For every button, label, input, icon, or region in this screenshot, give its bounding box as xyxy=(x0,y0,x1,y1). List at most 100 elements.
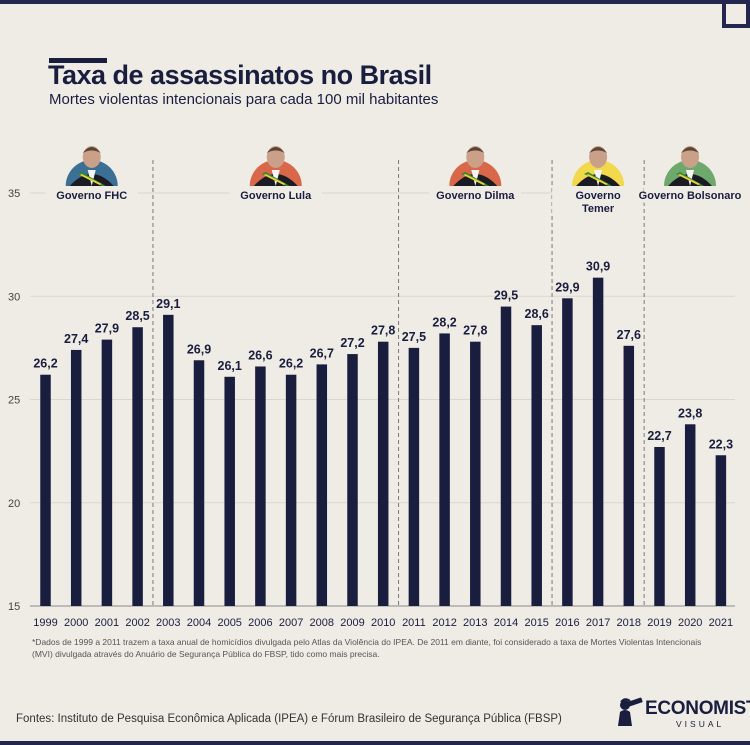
y-tick-label: 20 xyxy=(8,498,20,510)
x-tick-label: 2013 xyxy=(463,617,487,629)
x-tick-label: 2016 xyxy=(555,617,579,629)
portrait-bolsonaro-icon xyxy=(664,146,717,186)
bar-2001 xyxy=(101,339,113,606)
x-tick-label: 2001 xyxy=(95,617,119,629)
y-tick-label: 15 xyxy=(8,601,20,613)
x-tick-label: 2014 xyxy=(494,617,518,629)
bottom-border xyxy=(0,741,750,745)
x-tick-label: 2015 xyxy=(524,617,548,629)
value-label: 27,5 xyxy=(402,330,426,344)
x-tick-label: 2008 xyxy=(310,617,334,629)
portrait-lula-icon xyxy=(249,146,302,186)
value-label: 28,2 xyxy=(432,315,456,329)
portrait-dilma-icon xyxy=(449,146,502,186)
bar-2018 xyxy=(623,345,635,606)
bar-2014 xyxy=(500,306,512,606)
bar-chart: Governo FHC Governo Lula Governo Dilma Gove… xyxy=(8,146,742,629)
portrait-face xyxy=(82,146,101,168)
bar-2007 xyxy=(285,374,297,606)
y-tick-label: 35 xyxy=(8,188,20,200)
portrait-sash-stripe xyxy=(586,174,609,185)
bar-2000 xyxy=(70,349,82,606)
government-label-bg xyxy=(429,187,522,203)
bar-2019 xyxy=(654,446,665,606)
value-label: 27,6 xyxy=(617,328,641,342)
portrait-hair xyxy=(466,147,485,153)
x-tick-label: 2004 xyxy=(187,617,211,629)
portrait-figure xyxy=(65,146,118,186)
value-label: 26,2 xyxy=(33,357,57,371)
bar-2004 xyxy=(193,360,205,606)
value-label: 26,6 xyxy=(248,348,272,362)
x-tick-label: 2010 xyxy=(371,617,395,629)
bar-2002 xyxy=(132,327,143,606)
portrait-hair xyxy=(681,147,700,153)
government-label: Governo Lula xyxy=(240,190,312,202)
footnote: *Dados de 1999 a 2011 trazem a taxa anua… xyxy=(32,637,702,659)
x-tick-label: 1999 xyxy=(33,617,57,629)
government-label: Temer xyxy=(582,203,615,215)
value-label: 29,9 xyxy=(555,280,579,294)
value-label: 27,2 xyxy=(340,336,364,350)
portrait-sash-stripe xyxy=(463,174,486,185)
portrait-face xyxy=(266,146,285,168)
bar-2016 xyxy=(562,298,573,606)
portrait-hair xyxy=(266,147,285,153)
x-tick-label: 2002 xyxy=(125,617,149,629)
government-label: Governo Bolsonaro xyxy=(639,190,742,202)
y-tick-label: 30 xyxy=(8,291,20,303)
government-label-bg xyxy=(45,187,138,203)
government-sections: Governo FHC Governo Lula Governo Dilma Gove… xyxy=(45,146,742,606)
value-label: 29,5 xyxy=(494,289,518,303)
portrait-face xyxy=(466,146,485,168)
bar-2006 xyxy=(255,366,266,606)
top-border xyxy=(0,0,750,4)
chart-subtitle: Mortes violentas intencionais para cada … xyxy=(49,91,439,108)
government-label: Governo Dilma xyxy=(436,190,515,202)
y-tick-label: 25 xyxy=(8,395,20,407)
portrait-sash-stripe xyxy=(79,174,102,185)
value-label: 27,8 xyxy=(463,324,487,338)
x-tick-label: 2020 xyxy=(678,617,702,629)
portrait-fhc-icon xyxy=(65,146,118,186)
bar-2011 xyxy=(408,347,420,606)
axis-ticks: 15 20 25 30 35 1999 2000 2001 2002 2003 2004 2005 20… xyxy=(8,188,733,629)
bar-2020 xyxy=(684,424,696,606)
portrait-figure xyxy=(249,146,302,186)
value-label: 26,1 xyxy=(218,359,242,373)
value-label: 27,9 xyxy=(95,322,119,336)
bar-2009 xyxy=(347,354,358,606)
portrait-sash-stripe xyxy=(263,174,286,185)
x-tick-label: 2021 xyxy=(709,617,733,629)
government-label-bg xyxy=(644,187,737,203)
bar-2008 xyxy=(316,364,328,606)
x-tick-label: 2009 xyxy=(340,617,364,629)
corner-decoration xyxy=(722,0,750,28)
x-tick-label: 2011 xyxy=(402,617,426,629)
value-label: 30,9 xyxy=(586,260,610,274)
portrait-figure xyxy=(572,146,625,186)
x-tick-label: 2019 xyxy=(647,617,671,629)
bar-2003 xyxy=(163,314,174,606)
sources-text: Fontes: Instituto de Pesquisa Econômica … xyxy=(16,713,562,725)
x-tick-label: 2003 xyxy=(156,617,180,629)
title-rule xyxy=(49,58,107,63)
value-label: 22,7 xyxy=(647,429,671,443)
value-label: 27,4 xyxy=(64,332,88,346)
portrait-face xyxy=(589,146,608,168)
value-label: 26,9 xyxy=(187,342,211,356)
x-tick-label: 2005 xyxy=(217,617,241,629)
bar-2012 xyxy=(439,333,450,606)
x-tick-label: 2017 xyxy=(586,617,610,629)
portrait-figure xyxy=(664,146,717,186)
value-label: 26,2 xyxy=(279,357,303,371)
portrait-sash-stripe xyxy=(678,174,701,185)
bar-2010 xyxy=(377,341,389,606)
portrait-face xyxy=(681,146,700,168)
bars xyxy=(40,277,727,606)
value-label: 29,1 xyxy=(156,297,180,311)
x-tick-label: 2012 xyxy=(432,617,456,629)
x-tick-label: 2006 xyxy=(248,617,272,629)
bar-2017 xyxy=(592,277,604,606)
value-label: 26,7 xyxy=(310,346,334,360)
